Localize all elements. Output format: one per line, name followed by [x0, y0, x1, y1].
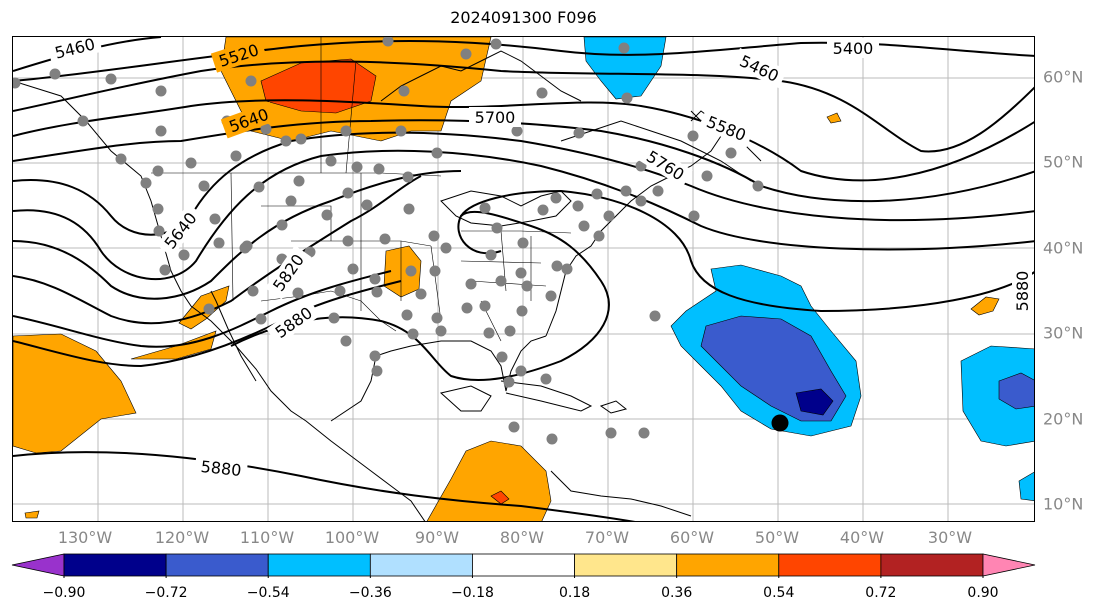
- lon-tick-label: 60°W: [669, 528, 715, 547]
- colorbar-segment: [165, 553, 269, 577]
- colorbar-tick-label: 0.90: [967, 585, 999, 601]
- anomaly-orange-centralamerica: [426, 440, 552, 521]
- colorbar-segment: [880, 553, 984, 577]
- colorbar-tick-label: −0.72: [144, 585, 188, 601]
- colorbar-tick-label: 0.18: [558, 585, 591, 601]
- lon-tick-label: 100°W: [324, 528, 380, 547]
- colorbar-segment: [267, 553, 371, 577]
- lon-tick-label: 40°W: [839, 528, 885, 547]
- contour-label: 5700: [475, 108, 516, 127]
- contour-5880-south: [13, 451, 636, 521]
- colorbar-segment: [369, 553, 473, 577]
- colorbar-segment: [63, 553, 167, 577]
- lon-tick-label: 80°W: [499, 528, 545, 547]
- lon-tick-label: 70°W: [584, 528, 630, 547]
- lon-tick-label: 120°W: [154, 528, 210, 547]
- anomaly-orange-sw: [24, 510, 40, 519]
- colorbar-tick-label: 0.72: [865, 585, 897, 601]
- contour-label: 5460: [737, 51, 782, 85]
- contour-label: 5880: [200, 457, 242, 480]
- lon-tick-label: 110°W: [239, 528, 295, 547]
- lon-tick-label: 130°W: [57, 528, 113, 547]
- anomaly-lightblue-east: [960, 345, 1034, 447]
- anomaly-lightblue-east2: [1018, 471, 1034, 502]
- anomaly-orange-east2: [826, 112, 842, 124]
- anomaly-red-centralamerica: [490, 490, 510, 505]
- anomaly-orange-pacific: [13, 333, 137, 454]
- map-panel: 5460 5520 5640 5700 5400 5460 5580 5760 …: [12, 36, 1035, 522]
- anomaly-darkblue-atlantic: [795, 388, 834, 416]
- storm-center-marker: [771, 414, 789, 432]
- map-canvas: 5460 5520 5640 5700 5400 5460 5580 5760 …: [13, 37, 1034, 521]
- lon-tick-label: 30°W: [927, 528, 973, 547]
- colorbar-tick-label: −0.54: [246, 585, 290, 601]
- contour-label: 5580: [704, 112, 749, 145]
- colorbar-tick-label: 0.54: [763, 585, 795, 601]
- colorbar-tick-label: −0.90: [42, 585, 86, 601]
- lon-tick-label: 50°W: [754, 528, 800, 547]
- colorbar-segment: [676, 553, 780, 577]
- lat-tick-label: 10°N: [1043, 494, 1084, 514]
- contour-label: 5880: [1013, 271, 1032, 312]
- contour-5880-high: [230, 210, 610, 382]
- colorbar-segment: [11, 553, 65, 577]
- colorbar-segment: [574, 553, 678, 577]
- lat-tick-label: 20°N: [1043, 409, 1084, 429]
- colorbar-segment: [778, 553, 882, 577]
- colorbar-tick-label: −0.18: [450, 585, 494, 601]
- anomaly-orange-baja: [130, 330, 217, 360]
- contour-label: 5400: [833, 39, 874, 58]
- lat-tick-label: 30°N: [1043, 323, 1084, 343]
- colorbar: [11, 553, 1036, 578]
- lon-tick-label: 90°W: [414, 528, 460, 547]
- colorbar-tick-label: 0.36: [661, 585, 693, 601]
- map-title: 2024091300 F096: [450, 8, 597, 27]
- anomaly-midblue-east: [998, 372, 1034, 410]
- lat-tick-label: 60°N: [1043, 67, 1084, 87]
- anomaly-orange-east: [970, 296, 1000, 316]
- colorbar-tick-label: −0.36: [348, 585, 392, 601]
- contour-label: 5460: [53, 37, 97, 63]
- lat-tick-label: 40°N: [1043, 238, 1084, 258]
- colorbar-segment: [982, 553, 1036, 577]
- lat-tick-label: 50°N: [1043, 152, 1084, 172]
- colorbar-segment: [472, 553, 575, 577]
